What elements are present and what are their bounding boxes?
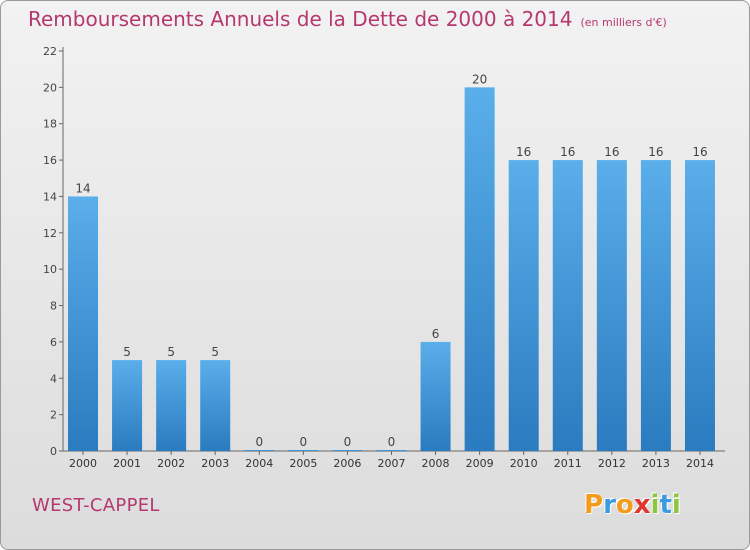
- bar-2002: [156, 360, 187, 451]
- value-label-2004: 0: [255, 435, 263, 449]
- chart-subtitle: (en milliers d'€): [580, 16, 667, 29]
- value-label-2003: 5: [211, 345, 219, 359]
- value-label-2006: 0: [344, 435, 352, 449]
- value-label-2001: 5: [123, 345, 131, 359]
- x-tick-label-2007: 2007: [377, 457, 405, 470]
- value-label-2005: 0: [300, 435, 308, 449]
- bar-2005: [288, 450, 319, 451]
- x-tick-label-2012: 2012: [598, 457, 626, 470]
- bar-2000: [68, 196, 98, 451]
- y-tick-label: 22: [43, 45, 57, 58]
- y-tick-label: 8: [50, 300, 57, 313]
- x-tick-label-2009: 2009: [466, 457, 494, 470]
- logo-letter: r: [603, 490, 616, 520]
- value-label-2013: 16: [648, 145, 663, 159]
- x-tick-label-2011: 2011: [554, 457, 582, 470]
- x-tick-label-2013: 2013: [642, 457, 670, 470]
- value-label-2011: 16: [560, 145, 575, 159]
- bar-2011: [552, 160, 583, 451]
- logo-letter: o: [615, 490, 634, 520]
- logo-letter: i: [650, 490, 660, 520]
- y-tick-label: 10: [43, 263, 57, 276]
- y-tick-label: 2: [50, 409, 57, 422]
- commune-name: WEST-CAPPEL: [32, 495, 160, 516]
- y-tick-label: 20: [43, 81, 57, 94]
- y-tick-label: 14: [43, 190, 57, 203]
- x-tick-label-2000: 2000: [69, 457, 97, 470]
- bar-2007: [376, 450, 407, 451]
- bar-2004: [244, 450, 275, 451]
- x-tick-label-2001: 2001: [113, 457, 141, 470]
- y-tick-label: 12: [43, 227, 57, 240]
- bar-2008: [420, 341, 451, 451]
- bar-2012: [596, 160, 627, 451]
- y-tick-label: 16: [43, 154, 57, 167]
- y-tick-label: 4: [50, 372, 57, 385]
- x-tick-label-2006: 2006: [333, 457, 361, 470]
- bar-2003: [200, 360, 231, 451]
- value-label-2008: 6: [432, 327, 440, 341]
- proxiti-logo: Proxiti: [584, 490, 681, 520]
- y-tick-label: 0: [50, 445, 57, 458]
- value-label-2000: 14: [75, 181, 90, 195]
- value-label-2012: 16: [604, 145, 619, 159]
- value-label-2010: 16: [516, 145, 531, 159]
- bar-2014: [684, 160, 715, 451]
- value-label-2014: 16: [692, 145, 707, 159]
- x-tick-label-2008: 2008: [422, 457, 450, 470]
- x-tick-label-2003: 2003: [201, 457, 229, 470]
- bar-2006: [332, 450, 363, 451]
- chart-title: Remboursements Annuels de la Dette de 20…: [28, 7, 667, 31]
- x-tick-label-2004: 2004: [245, 457, 273, 470]
- x-tick-label-2010: 2010: [510, 457, 538, 470]
- bar-2001: [112, 360, 143, 451]
- y-tick-label: 18: [43, 118, 57, 131]
- logo-letter: t: [659, 490, 672, 520]
- bar-2010: [508, 160, 539, 451]
- x-tick-label-2005: 2005: [289, 457, 317, 470]
- bar-2009: [464, 87, 495, 451]
- y-tick-label: 6: [50, 336, 57, 349]
- value-label-2009: 20: [472, 72, 487, 86]
- x-tick-label-2014: 2014: [686, 457, 714, 470]
- chart-title-text: Remboursements Annuels de la Dette de 20…: [28, 7, 573, 31]
- logo-letter: x: [633, 490, 651, 520]
- value-label-2002: 5: [167, 345, 175, 359]
- value-label-2007: 0: [388, 435, 396, 449]
- logo-letter: i: [671, 490, 681, 520]
- bar-2013: [640, 160, 671, 451]
- logo-letter: P: [584, 490, 604, 520]
- x-tick-label-2002: 2002: [157, 457, 185, 470]
